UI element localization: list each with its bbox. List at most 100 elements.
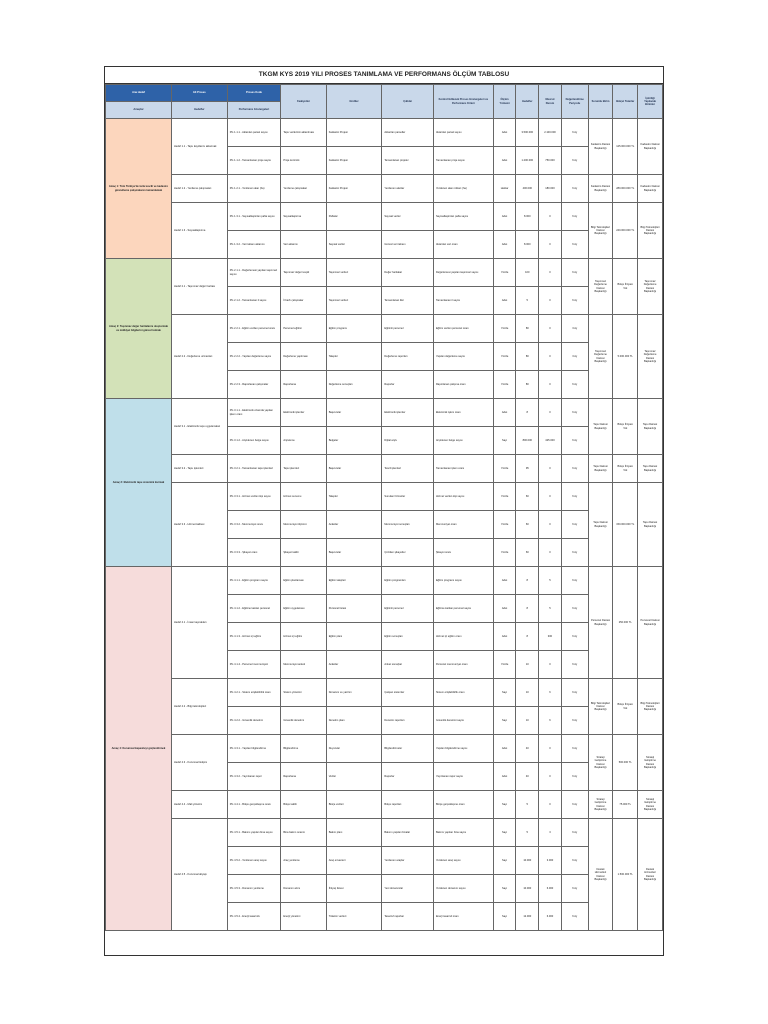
cell-pg: PG 4.3.1 - Yapılan bilgilendirme (226, 734, 282, 763)
cell-gi: Paftalar (325, 202, 383, 231)
cell-he: 10.000 (515, 846, 540, 875)
cell-ol: Hektar (492, 174, 517, 203)
header-cell: Proses Kodu (226, 84, 282, 102)
cell-dp: 6 Ay (560, 370, 589, 399)
cell-gi: Talepler (325, 482, 383, 511)
cell-me: 0 (538, 510, 562, 539)
cell-pg: PG 1.3.2 - Veri tabanı aktarımı (226, 230, 282, 259)
cell-dp: 6 Ay (560, 174, 589, 203)
cell-dp: 3 Ay (560, 314, 589, 343)
cell-he: 60 (515, 482, 540, 511)
cell-gi: Başvurular (325, 538, 383, 567)
cell-gi: Belgeler (325, 426, 383, 455)
target-cell: Hedef 1.1 - Tapu kayıtlarını aktarmak (171, 118, 228, 175)
cell-me: 0 (538, 762, 562, 791)
cell-pg: PG 4.5.3 - Donanım yenileme (226, 874, 282, 903)
cell-pg: PG 2.2.2 - Yapılan değerleme sayısı (226, 342, 282, 371)
cell-pg: PG 4.4.1 - Bütçe gerçekleşme oranı (226, 790, 282, 819)
cell-me: 300 (538, 622, 562, 651)
header-cell: Ölçüm Yöntemi (492, 84, 517, 119)
cell-ko: Personel memnuniyet oranı (432, 650, 494, 679)
target-cell: Hedef 4.5 - Kurumsal altyapı (171, 818, 228, 931)
cell-ci: Elektronik işlemler (381, 398, 434, 427)
cell-fa: Tapu işlemleri (280, 454, 327, 483)
budget-cell: 1.500.000 TL (612, 818, 639, 931)
cell-pg: PG 4.3.2 - Yayınlanan rapor (226, 762, 282, 791)
cell-dp: 6 Ay (560, 790, 589, 819)
cell-ol: Adet (492, 734, 517, 763)
cell-he: 8 (515, 622, 540, 651)
cell-fa: Proje kontrolü (280, 146, 327, 175)
cell-pg: PG 3.3.1 - Hizmet verilen kişi sayısı (226, 482, 282, 511)
cell-dp: 6 Ay (560, 902, 589, 931)
cell-ol: Sayı (492, 874, 517, 903)
cell-ko: Yenilenen donanım sayısı (432, 874, 494, 903)
table-row: Amaç 1: Tüm Türkiye'de tarla tescili ve … (105, 118, 663, 259)
cell-gi: Bakım planı (325, 818, 383, 847)
table-row: PG 1.1.2 - Tamamlanan proje sayısı Proje … (106, 146, 663, 175)
cell-fa: Yenileme çalışmaları (280, 174, 327, 203)
cell-dp: 6 Ay (560, 818, 589, 847)
cell-ko: Değerlemesi yapılan taşınmaz sayısı (432, 258, 494, 287)
cell-ci: Raporlar (381, 762, 434, 791)
cell-he: 8.000 (515, 202, 540, 231)
cell-ol: Yüzde (492, 510, 517, 539)
cell-he: 10 (515, 706, 540, 735)
cell-ol: Adet (492, 762, 517, 791)
cell-ol: Adet (492, 286, 517, 315)
cell-pg: PG 4.5.4 - Enerji tasarrufu (226, 902, 282, 931)
cell-me: 0 (538, 370, 562, 399)
cell-he: 60 (515, 510, 540, 539)
cell-ci: Sayısal veriler (381, 202, 434, 231)
cell-ol: Adet (492, 118, 517, 147)
cell-pg: PG 4.2.2 - Güvenlik denetimi (226, 706, 282, 735)
cell-ko: Bakımı yapılan bina sayısı (432, 818, 494, 847)
cell-ci: Sunulan hizmetler (381, 482, 434, 511)
cell-me: 0 (538, 482, 562, 511)
document-title: TKGM KYS 2019 YILI PROSES TANIMLAMA VE P… (105, 67, 663, 84)
cell-dp: 6 Ay (560, 538, 589, 567)
cell-ol: Sayı (492, 846, 517, 875)
cell-fa: Eğitim uygulaması (280, 594, 327, 623)
budget-cell: Bütçe İhtiyacı Yok (612, 258, 639, 315)
cell-ko: Yapılan değerleme sayısı (432, 342, 494, 371)
cell-pg: PG 2.2.3 - Raporlanan çalışmalar (226, 370, 282, 399)
cell-he: 95 (515, 454, 540, 483)
cell-ci: Bakımı yapılan binalar (381, 818, 434, 847)
cell-ol: Sayı (492, 902, 517, 931)
collaborator-cell: Bilgi Teknolojileri Dairesi Başkanlığı (637, 678, 663, 735)
cell-fa: Tapu verilerinin aktarılması (280, 118, 327, 147)
cell-he: 8.000 (515, 230, 540, 259)
cell-ol: Adet (492, 398, 517, 427)
cell-ci: Çözülen şikayetler (381, 538, 434, 567)
collaborator-cell: Tapu Dairesi Başkanlığı (637, 482, 663, 567)
cell-pg: PG 2.1.2 - Tamamlanan il sayısı (226, 286, 282, 315)
cell-ol: Yüzde (492, 258, 517, 287)
cell-pg: PG 2.2.1 - Eğitim verilen personel oranı (226, 314, 282, 343)
performance-table-sheet: TKGM KYS 2019 YILI PROSES TANIMLAMA VE P… (104, 66, 664, 956)
cell-ol: Adet (492, 594, 517, 623)
cell-gi: Başvurular (325, 398, 383, 427)
cell-ko: Yapılan bilgilendirme sayısı (432, 734, 494, 763)
cell-pg: PG 3.1.2 - Arşivlenen belge sayısı (226, 426, 282, 455)
cell-fa: Taşınmaz değer tespiti (280, 258, 327, 287)
collaborator-cell: Kadastro Dairesi Başkanlığı (637, 118, 663, 175)
cell-ko: Güvenlik denetimi sayısı (432, 706, 494, 735)
cell-dp: 6 Ay (560, 706, 589, 735)
cell-dp: 3 Ay (560, 342, 589, 371)
budget-cell: 240.000.000 TL (612, 202, 639, 259)
cell-ko: Yayınlanan rapor sayısı (432, 762, 494, 791)
cell-me: 5 (538, 594, 562, 623)
cell-ko: Aktarılan veri oranı (432, 230, 494, 259)
cell-ko: Sayısallaştırılan pafta sayısı (432, 202, 494, 231)
cell-pg: PG 1.1.2 - Tamamlanan proje sayısı (226, 146, 282, 175)
cell-fa: Raporlama (280, 370, 327, 399)
header-cell: Çıktılar (381, 84, 434, 119)
cell-gi: Duyurular (325, 734, 383, 763)
collaborator-cell: Strateji Geliştirme Dairesi Başkanlığı (637, 790, 663, 819)
cell-he: 80 (515, 314, 540, 343)
cell-gi: Kadastro Projesi (325, 118, 383, 147)
target-cell: Hedef 3.1 - Elektronik tapu uygulamaları (171, 398, 228, 455)
cell-he: 8 (515, 398, 540, 427)
cell-ol: Yüzde (492, 650, 517, 679)
